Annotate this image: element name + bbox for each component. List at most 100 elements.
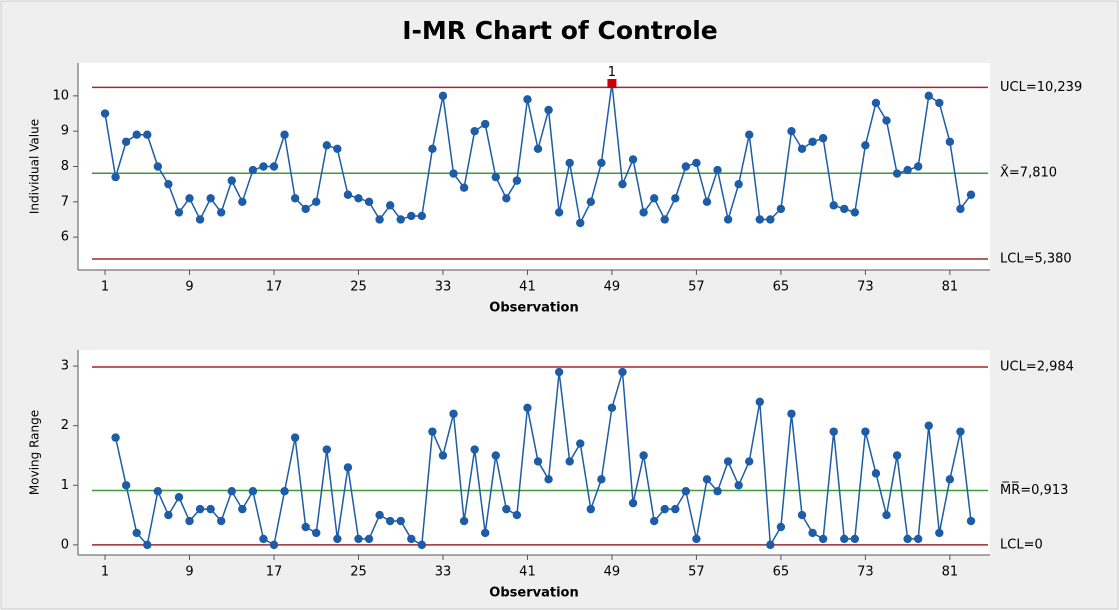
data-point (132, 130, 141, 139)
control-limit-label: LCL=5,380 (1000, 252, 1072, 267)
data-point (956, 204, 965, 214)
data-point (745, 130, 754, 139)
control-limit-label: UCL=10,239 (1000, 80, 1082, 95)
data-point (385, 516, 395, 526)
x-tick-label: 73 (857, 565, 874, 580)
data-point (808, 528, 817, 538)
data-point (702, 197, 712, 207)
data-point (259, 162, 268, 171)
data-point (512, 510, 522, 520)
data-point (565, 158, 574, 168)
data-point (449, 169, 458, 178)
data-point (438, 91, 448, 101)
x-tick-label: 65 (773, 565, 790, 580)
data-point (554, 208, 564, 217)
data-point (565, 457, 574, 466)
x-tick-label: 17 (266, 280, 283, 295)
data-point (576, 439, 585, 448)
data-point (956, 427, 965, 436)
data-point (206, 504, 215, 514)
data-point (407, 211, 416, 221)
x-tick-label: 73 (857, 280, 874, 295)
data-point (787, 126, 796, 136)
data-point (787, 409, 796, 418)
data-point (364, 197, 374, 207)
data-point (554, 367, 564, 377)
x-tick-label: 1 (101, 565, 109, 580)
data-point (766, 215, 775, 224)
data-point (502, 504, 511, 514)
x-tick-label: 9 (185, 565, 193, 580)
x-tick-label: 1 (101, 280, 109, 295)
x-tick-label: 49 (604, 280, 621, 295)
x-tick-label: 57 (688, 565, 705, 580)
data-point (491, 451, 500, 460)
data-point (375, 215, 384, 224)
x-tick-label: 49 (604, 565, 621, 580)
x-tick-label: 33 (435, 280, 452, 295)
data-point (639, 208, 648, 217)
data-point (354, 534, 363, 544)
chart-title: I-MR Chart of Controle (402, 16, 718, 45)
data-point (343, 190, 353, 199)
data-point (396, 215, 405, 224)
data-point (164, 179, 173, 189)
data-point (903, 165, 912, 175)
data-point (945, 475, 955, 484)
data-point (628, 155, 638, 164)
data-point (903, 534, 912, 544)
data-point (723, 457, 733, 466)
x-tick-label: 57 (688, 280, 705, 295)
data-point (533, 457, 543, 466)
data-point (248, 165, 258, 175)
data-point (312, 528, 321, 538)
data-point (544, 105, 553, 115)
x-axis-label: Observation (489, 586, 578, 601)
data-point (143, 130, 152, 139)
data-point (618, 179, 627, 189)
data-point (808, 137, 817, 146)
data-point (280, 130, 289, 139)
data-point (702, 475, 712, 484)
data-point (966, 516, 976, 526)
data-point (470, 126, 479, 136)
y-tick-label: 0 (61, 537, 69, 552)
data-point (681, 487, 691, 496)
data-line (114, 371, 972, 548)
data-point (407, 534, 416, 544)
x-tick-label: 33 (435, 565, 452, 580)
data-point (428, 427, 437, 436)
data-point (818, 134, 828, 143)
data-point (829, 427, 838, 436)
data-point (449, 409, 458, 418)
data-point (333, 534, 342, 544)
data-point (861, 427, 870, 436)
flag-label: 1 (608, 65, 616, 80)
data-point (428, 144, 437, 154)
data-point (871, 98, 881, 108)
data-point (470, 445, 479, 454)
data-point (417, 540, 427, 550)
data-point (322, 445, 332, 454)
data-point (913, 162, 923, 171)
data-point (649, 516, 659, 526)
y-axis-label: Individual Value (28, 119, 42, 214)
data-point (459, 183, 469, 192)
data-point (892, 169, 902, 178)
data-point (153, 162, 163, 171)
data-point (121, 137, 131, 146)
data-point (840, 204, 849, 214)
data-point (850, 534, 860, 544)
control-limit-label: UCL=2,984 (1000, 360, 1074, 375)
data-point (861, 141, 870, 150)
flagged-point (607, 78, 617, 88)
data-point (766, 540, 775, 550)
data-point (238, 504, 247, 514)
data-point (713, 487, 722, 496)
data-point (206, 194, 215, 203)
data-point (597, 475, 606, 484)
x-tick-label: 25 (350, 280, 367, 295)
data-point (259, 534, 268, 544)
x-tick-label: 9 (185, 280, 193, 295)
